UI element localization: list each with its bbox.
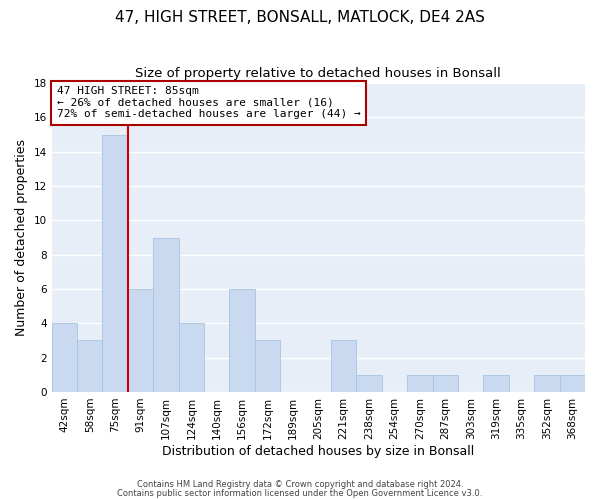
Bar (255, 340, 280, 392)
Text: Contains public sector information licensed under the Open Government Licence v3: Contains public sector information licen… (118, 488, 482, 498)
Text: Contains HM Land Registry data © Crown copyright and database right 2024.: Contains HM Land Registry data © Crown c… (137, 480, 463, 489)
Bar (407, 375, 433, 392)
Bar (534, 375, 560, 392)
Bar (484, 375, 509, 392)
Bar (103, 134, 128, 392)
X-axis label: Distribution of detached houses by size in Bonsall: Distribution of detached houses by size … (162, 444, 475, 458)
Bar (331, 340, 356, 392)
Y-axis label: Number of detached properties: Number of detached properties (15, 139, 28, 336)
Bar (128, 289, 153, 392)
Bar (560, 375, 585, 392)
Title: Size of property relative to detached houses in Bonsall: Size of property relative to detached ho… (136, 68, 501, 80)
Bar (77, 340, 103, 392)
Bar (52, 324, 77, 392)
Bar (179, 324, 204, 392)
Bar (433, 375, 458, 392)
Text: 47 HIGH STREET: 85sqm
← 26% of detached houses are smaller (16)
72% of semi-deta: 47 HIGH STREET: 85sqm ← 26% of detached … (57, 86, 361, 120)
Text: 47, HIGH STREET, BONSALL, MATLOCK, DE4 2AS: 47, HIGH STREET, BONSALL, MATLOCK, DE4 2… (115, 10, 485, 25)
Bar (153, 238, 179, 392)
Bar (356, 375, 382, 392)
Bar (229, 289, 255, 392)
